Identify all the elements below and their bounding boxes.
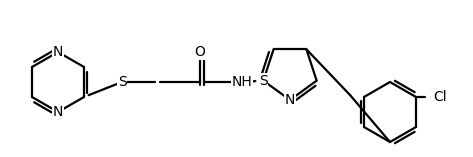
Text: N: N [53,105,63,119]
Text: N: N [53,45,63,59]
Text: Cl: Cl [433,90,447,104]
Text: S: S [259,74,268,88]
Text: O: O [194,45,205,59]
Text: S: S [118,75,126,89]
Text: NH: NH [232,75,253,89]
Text: N: N [285,93,295,107]
